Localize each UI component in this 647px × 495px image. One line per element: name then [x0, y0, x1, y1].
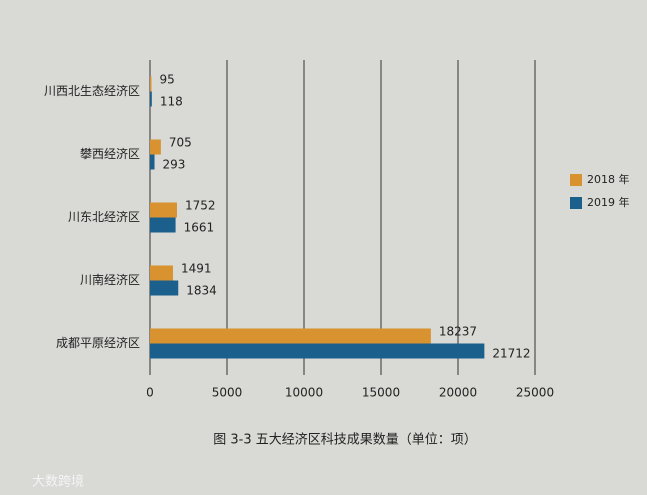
bar — [150, 280, 179, 296]
value-label: 95 — [159, 73, 174, 87]
chart-caption: 图 3-3 五大经济区科技成果数量（单位：项） — [213, 433, 477, 448]
value-label: 705 — [169, 136, 192, 150]
legend-swatch — [570, 174, 582, 186]
x-tick-label: 10000 — [285, 386, 323, 400]
x-tick-label: 20000 — [439, 386, 477, 400]
bar — [150, 343, 485, 359]
value-label: 1752 — [185, 199, 216, 213]
y-tick-label: 川东北经济区 — [68, 209, 140, 224]
bar — [150, 217, 176, 233]
bar — [150, 76, 152, 92]
x-tick-label: 25000 — [516, 386, 554, 400]
y-tick-label: 川西北生态经济区 — [44, 83, 140, 98]
bar — [150, 265, 173, 281]
bar — [150, 91, 152, 107]
x-tick-label: 0 — [146, 386, 154, 400]
value-label: 293 — [163, 158, 186, 172]
x-tick-label: 5000 — [212, 386, 243, 400]
y-tick-label: 成都平原经济区 — [56, 335, 140, 350]
bar — [150, 202, 177, 218]
value-label: 1834 — [186, 284, 217, 298]
value-label: 118 — [160, 95, 183, 109]
bar — [150, 139, 161, 155]
bar — [150, 328, 431, 344]
legend-label: 2018 年 — [587, 172, 630, 186]
value-label: 18237 — [439, 325, 477, 339]
legend-swatch — [570, 197, 582, 209]
y-tick-label: 川南经济区 — [80, 272, 140, 287]
value-label: 1661 — [184, 221, 215, 235]
y-tick-label: 攀西经济区 — [80, 146, 140, 161]
watermark: 大数跨境 — [32, 475, 84, 490]
legend-label: 2019 年 — [587, 195, 630, 209]
bar — [150, 154, 155, 170]
x-tick-label: 15000 — [362, 386, 400, 400]
value-label: 21712 — [492, 347, 530, 361]
value-label: 1491 — [181, 262, 212, 276]
